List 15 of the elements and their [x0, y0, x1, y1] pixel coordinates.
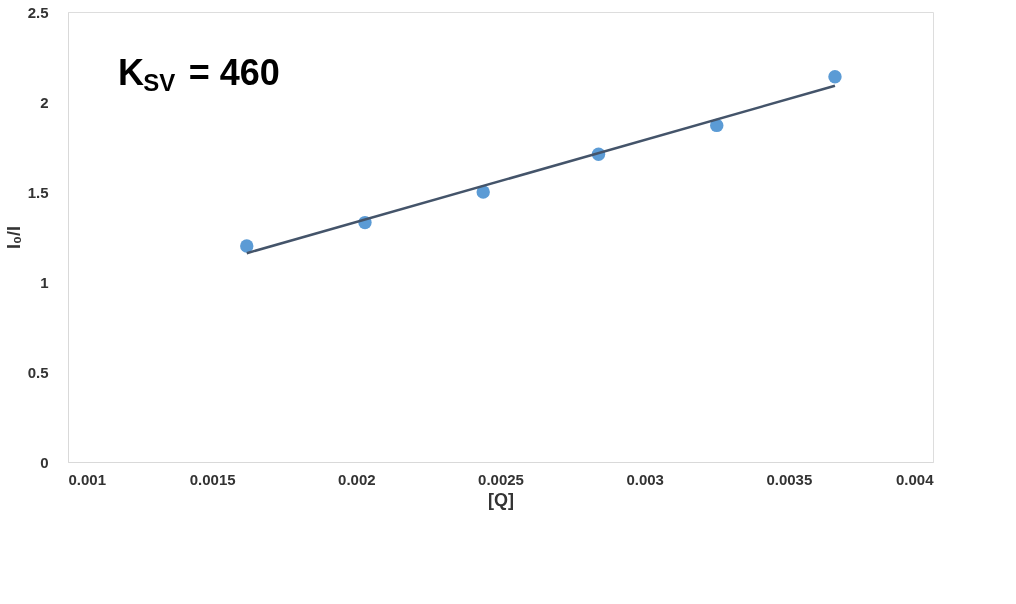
x-tick-label: 0.0015 — [189, 470, 236, 488]
y-tick-label: 0 — [40, 453, 49, 471]
x-tick-label: 0.003 — [626, 470, 664, 488]
y-tick-label: 1 — [40, 273, 49, 291]
x-tick-label: 0.001 — [68, 470, 107, 488]
y-tick-label: 2 — [40, 93, 49, 111]
y-tick-label: 2.5 — [27, 3, 49, 21]
x-axis-title: [Q] — [488, 489, 514, 510]
x-tick-label: 0.0035 — [766, 470, 813, 488]
x-tick-label: 0.0025 — [478, 470, 524, 488]
y-tick-label: 1.5 — [27, 183, 49, 201]
y-axis-title: I₀/I — [3, 225, 24, 250]
y-tick-label: 0.5 — [27, 363, 49, 381]
x-tick-label: 0.004 — [895, 470, 935, 488]
x-tick-label: 0.002 — [338, 470, 376, 488]
